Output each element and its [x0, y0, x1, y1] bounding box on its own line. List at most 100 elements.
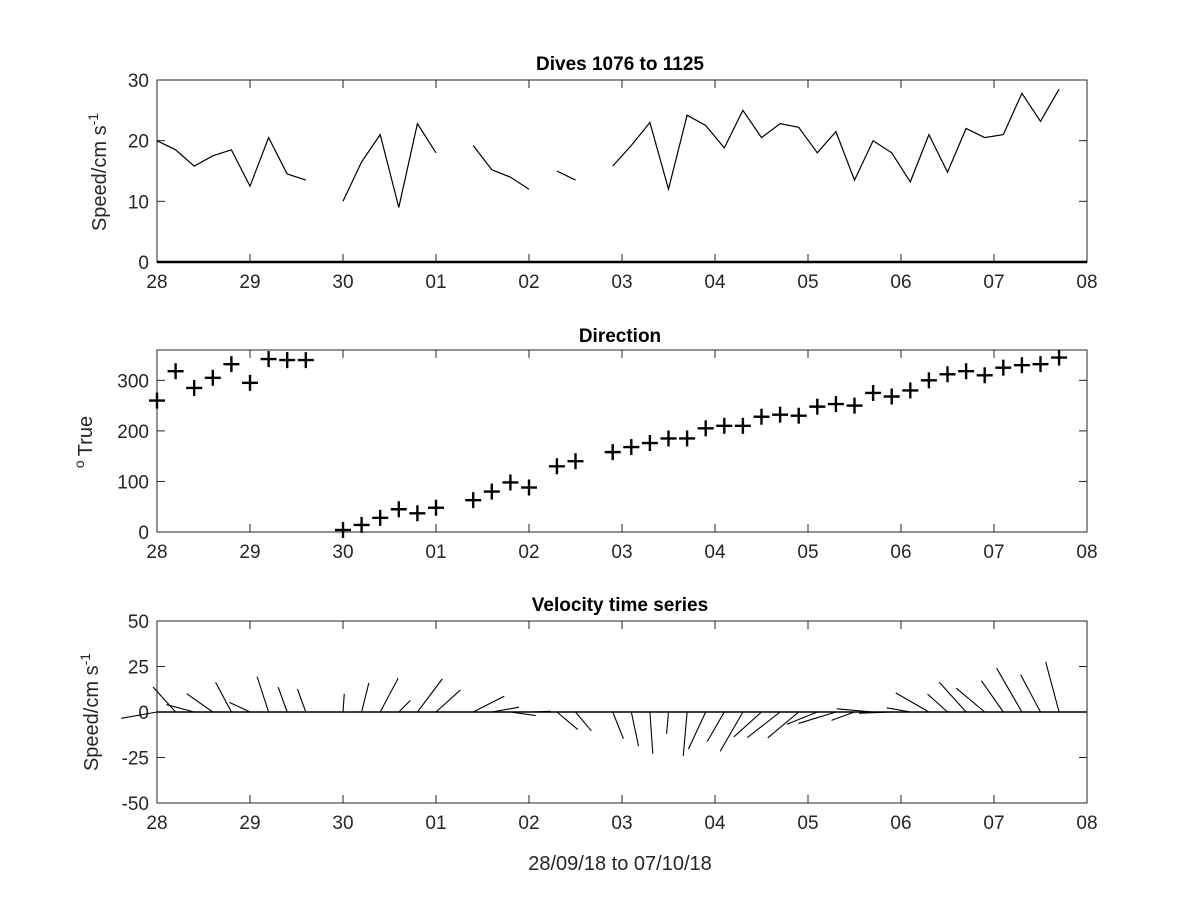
direction-point [846, 397, 863, 414]
direction-point [167, 363, 184, 380]
direction-x-tick-label: 29 [239, 542, 260, 563]
speed-panel-ylabel-exponent: -1 [85, 113, 101, 126]
direction-point [623, 439, 640, 456]
velocity-stick [186, 693, 214, 713]
velocity-y-tick-label: -50 [122, 794, 149, 815]
velocity-x-tick-label: 01 [425, 813, 446, 834]
velocity-stick [649, 711, 654, 754]
velocity-stick [229, 701, 251, 713]
direction-point [641, 435, 658, 452]
speed-x-tick-label: 06 [890, 272, 911, 293]
velocity-stick [1045, 661, 1060, 713]
speed-series-line [612, 88, 1060, 192]
direction-x-tick-label: 05 [797, 542, 818, 563]
speed-y-tick-label: 20 [128, 132, 149, 153]
direction-point [149, 392, 165, 409]
speed-y-tick-label: 10 [128, 192, 149, 213]
speed-x-tick-label: 02 [518, 272, 539, 293]
direction-point [827, 396, 844, 413]
velocity-stick [166, 704, 195, 713]
speed-panel-title: Dives 1076 to 1125 [536, 54, 704, 75]
speed-series-line [556, 170, 576, 181]
velocity-stick [666, 711, 670, 734]
velocity-y-tick-label: -25 [122, 749, 149, 770]
velocity-x-tick-label: 30 [332, 813, 353, 834]
direction-y-tick-label: 100 [117, 472, 149, 493]
direction-x-tick-label: 07 [983, 542, 1004, 563]
velocity-stick [927, 693, 948, 713]
velocity-panel: Velocity time series Speed/cm s-1 28 29 30… [77, 595, 1098, 834]
speed-x-tick-label: 29 [239, 272, 260, 293]
speed-x-tick-label: 05 [797, 272, 818, 293]
speed-x-tick-label: 07 [983, 272, 1004, 293]
direction-point [465, 492, 482, 509]
velocity-stick [719, 711, 744, 752]
velocity-x-tick-label: 29 [239, 813, 260, 834]
direction-panel: Direction oTrue 28 29 30 01 02 03 04 05 06 07 08 0 1… [71, 326, 1098, 563]
velocity-stick [895, 692, 930, 713]
speed-series-line [472, 145, 530, 190]
direction-point [753, 408, 770, 425]
velocity-x-tick-label: 05 [797, 813, 818, 834]
velocity-stick [733, 711, 762, 738]
velocity-stick [121, 711, 158, 719]
velocity-stick [556, 711, 579, 730]
direction-point [483, 483, 500, 500]
direction-point [428, 499, 444, 516]
velocity-stick [256, 676, 270, 713]
velocity-stick [491, 706, 520, 713]
direction-y-tick-label: 0 [138, 523, 149, 544]
direction-point [604, 444, 621, 461]
speed-series-line [156, 136, 306, 188]
direction-point [883, 388, 900, 405]
direction-panel-ylabel-degree: o [71, 460, 87, 468]
direction-point [372, 509, 389, 526]
velocity-stick [687, 711, 707, 750]
direction-point [204, 369, 221, 386]
direction-point [716, 417, 733, 434]
direction-point [790, 407, 807, 424]
velocity-stick [706, 711, 725, 742]
velocity-stick [612, 711, 624, 739]
direction-x-tick-label: 04 [704, 542, 726, 563]
direction-point [809, 398, 826, 415]
velocity-stick [630, 711, 640, 747]
direction-point [1032, 356, 1049, 373]
velocity-panel-title: Velocity time series [532, 595, 708, 616]
direction-point [734, 417, 751, 434]
direction-point [409, 505, 426, 522]
velocity-stick [798, 711, 837, 724]
velocity-stick [996, 667, 1023, 713]
direction-point [502, 474, 519, 491]
speed-x-tick-label: 30 [332, 272, 353, 293]
speed-x-tick-label: 04 [704, 272, 726, 293]
velocity-stick [379, 677, 399, 713]
velocity-stick [416, 678, 443, 713]
velocity-y-tick-label: 25 [128, 658, 149, 679]
direction-panel-title: Direction [579, 326, 661, 347]
direction-point [976, 367, 993, 384]
velocity-stick [955, 687, 986, 713]
direction-y-tick-label: 200 [117, 422, 149, 443]
direction-point [920, 372, 937, 389]
velocity-stick [152, 686, 177, 713]
velocity-stick [980, 680, 1004, 713]
direction-point [660, 430, 677, 447]
velocity-stick [277, 687, 288, 713]
velocity-stick [1020, 674, 1041, 713]
direction-x-tick-label: 03 [611, 542, 632, 563]
velocity-y-tick-label: 0 [138, 703, 149, 724]
speed-x-tick-label: 28 [146, 272, 167, 293]
figure-xlabel: 28/09/18 to 07/10/18 [528, 853, 712, 875]
direction-x-tick-label: 02 [518, 542, 539, 563]
direction-point [548, 458, 565, 475]
direction-point [353, 516, 370, 533]
direction-point [1051, 349, 1068, 366]
direction-panel-ylabel: oTrue [71, 416, 97, 468]
velocity-stick [361, 682, 370, 713]
direction-x-tick-label: 06 [890, 542, 911, 563]
direction-point [297, 352, 314, 369]
direction-point [335, 521, 351, 538]
velocity-stick [342, 693, 345, 713]
